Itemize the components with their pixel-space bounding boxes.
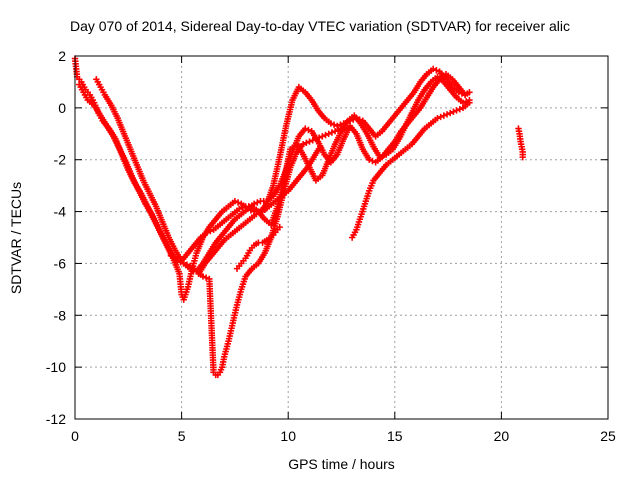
data-point [376,153,384,161]
data-point [256,209,263,217]
data-point [319,133,326,140]
data-point [331,127,339,135]
data-point [366,156,373,163]
data-point [334,122,341,130]
data-point [456,105,464,113]
data-point [466,99,473,106]
data-series [93,73,473,265]
data-point [235,205,243,213]
chart-title: Day 070 of 2014, Sidereal Day-to-day VTE… [69,18,571,34]
y-tick-label: -6 [54,255,67,271]
x-tick-label: 15 [387,428,403,444]
data-point [299,140,307,148]
data-point [174,257,181,265]
data-point [344,125,352,132]
data-point [450,108,457,115]
data-points [71,55,526,379]
data-series [167,125,352,379]
data-point [328,129,336,136]
y-tick-label: -10 [46,359,66,375]
data-point [203,229,211,236]
data-point [322,131,329,139]
data-series [233,223,283,272]
data-point [306,138,313,145]
data-point [254,199,261,206]
data-point [453,107,460,114]
x-tick-label: 0 [71,428,79,444]
y-tick-label: 2 [58,48,66,64]
grid-lines [75,56,608,419]
data-series [195,143,324,277]
y-tick-label: 0 [58,100,66,116]
data-series [515,125,526,161]
y-tick-label: -4 [54,204,67,220]
data-series [76,70,469,275]
y-tick-label: -12 [46,411,66,427]
data-point [447,109,454,117]
data-point [316,143,324,150]
data-point [440,112,448,119]
plot-border [74,55,609,420]
data-point [234,199,242,206]
data-point [302,125,309,132]
data-point [327,120,335,127]
data-point [239,204,246,211]
data-point [180,260,187,267]
y-tick-label: -8 [54,307,67,323]
data-point [231,198,239,205]
tick-marks [74,55,609,420]
data-point [315,134,323,141]
data-point [207,227,214,235]
data-point [330,121,338,128]
y-axis-label: SDTVAR / TECUs [8,181,24,295]
x-tick-label: 25 [600,428,616,444]
x-tick-label: 5 [178,428,186,444]
x-tick-label: 10 [280,428,296,444]
data-point [312,135,320,143]
data-point [437,113,444,121]
data-point [463,98,470,105]
data-point [434,115,441,122]
data-point [433,67,440,74]
data-series [348,99,473,241]
data-point [461,91,469,99]
x-axis-label: GPS time / hours [288,456,395,472]
data-point [325,130,332,137]
data-point [253,210,260,218]
data-point [177,258,184,266]
data-point [429,65,437,73]
data-point [379,152,387,160]
data-point [276,223,283,231]
data-point [443,111,451,118]
data-point [519,153,526,161]
data-point [303,139,310,147]
y-tick-label: -2 [54,152,67,168]
data-point [202,274,210,281]
data-point [466,89,473,96]
data-point [199,273,207,280]
data-point [309,137,316,144]
x-tick-label: 20 [494,428,510,444]
data-point [183,261,191,268]
data-point [305,126,312,134]
data-point [335,126,342,134]
